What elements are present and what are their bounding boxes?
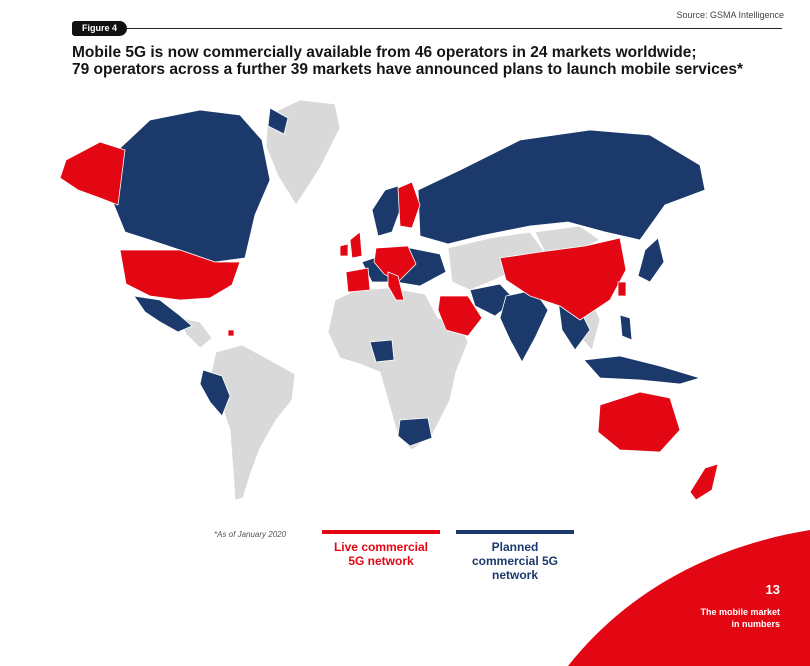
top-rule [72, 28, 782, 29]
footnote: *As of January 2020 [214, 530, 287, 539]
legend-live: Live commercial 5G network [322, 530, 440, 568]
russia [417, 129, 706, 245]
section-name: The mobile market in numbers [700, 607, 780, 629]
africa [327, 287, 469, 451]
trinidad [227, 329, 235, 337]
finland [397, 181, 421, 229]
corner-swoosh [568, 530, 810, 666]
uk [349, 231, 363, 259]
ireland [339, 243, 349, 257]
new-zealand [689, 463, 719, 501]
legend-live-label: Live commercial 5G network [333, 540, 429, 568]
source-note: Source: GSMA Intelligence [676, 10, 784, 20]
india [499, 289, 549, 363]
title-line-1: Mobile 5G is now commercially available … [72, 44, 697, 61]
japan [637, 237, 665, 283]
greenland-north [267, 107, 289, 135]
title-line-2: 79 operators across a further 39 markets… [72, 61, 744, 78]
china [499, 237, 627, 321]
spain [345, 267, 371, 293]
south-africa [397, 417, 433, 447]
page-number: 13 [765, 582, 780, 597]
legend-planned-swatch [456, 530, 574, 534]
canada [111, 109, 271, 263]
mexico [133, 295, 193, 333]
nigeria [369, 339, 395, 363]
south-korea [617, 281, 627, 297]
south-america [207, 344, 296, 501]
scandinavia [371, 185, 403, 237]
italy [387, 271, 405, 301]
legend-live-swatch [322, 530, 440, 534]
philippines [619, 314, 633, 341]
legend-planned: Planned commercial 5G network [456, 530, 574, 582]
figure-tag: Figure 4 [72, 21, 128, 36]
alaska [59, 141, 126, 206]
indonesia [583, 355, 702, 385]
australia [597, 391, 681, 453]
page-title: Mobile 5G is now commercially available … [72, 44, 792, 78]
saudi-arabia [437, 295, 483, 337]
legend-planned-label: Planned commercial 5G network [471, 540, 559, 582]
usa [119, 249, 241, 301]
peru [199, 369, 231, 417]
